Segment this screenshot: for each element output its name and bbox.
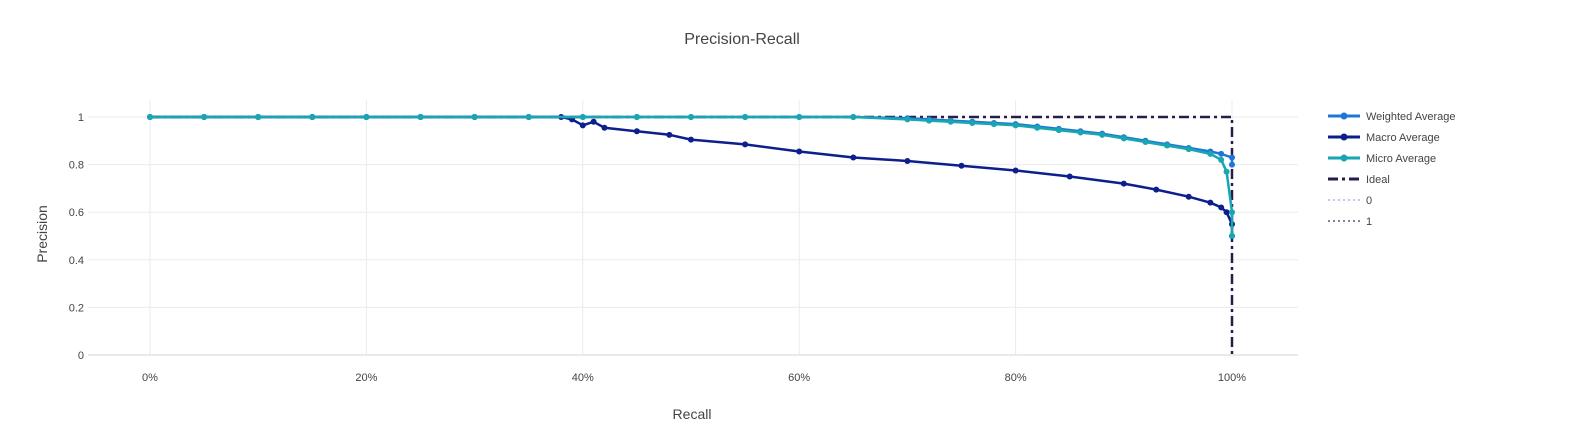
y-tick-label: 1 <box>78 112 84 124</box>
data-point <box>633 128 640 135</box>
data-point <box>742 114 749 120</box>
x-tick-label: 0% <box>142 372 158 384</box>
legend-marker <box>1340 112 1348 120</box>
data-point <box>1185 193 1192 200</box>
data-point <box>742 141 749 148</box>
data-point <box>688 136 694 143</box>
data-point <box>1229 233 1235 239</box>
legend-item[interactable]: 0 <box>1328 195 1372 207</box>
data-point <box>1034 124 1041 131</box>
data-point <box>309 114 316 120</box>
data-point <box>1218 150 1225 157</box>
y-tick-label: 0.6 <box>69 207 84 219</box>
data-point <box>1207 199 1214 206</box>
y-tick-label: 0.8 <box>69 160 84 172</box>
data-point <box>633 114 640 120</box>
data-point <box>1055 127 1062 134</box>
data-point <box>1012 122 1019 129</box>
legend-label: Micro Average <box>1366 153 1436 165</box>
data-point <box>1185 146 1192 153</box>
data-point <box>1120 180 1127 187</box>
data-point <box>147 114 153 120</box>
x-tick-label: 20% <box>355 372 377 384</box>
data-point <box>1229 161 1235 168</box>
legend-item[interactable]: Macro Average <box>1328 132 1440 144</box>
data-point <box>926 117 933 124</box>
series-micro-average <box>147 114 1235 239</box>
legend-item[interactable]: Micro Average <box>1328 153 1436 165</box>
legend-label: Macro Average <box>1366 132 1440 144</box>
data-point <box>525 114 532 120</box>
x-axis-title: Recall <box>673 406 712 422</box>
legend-label: Ideal <box>1366 174 1390 186</box>
y-tick-label: 0.2 <box>69 302 84 314</box>
y-axis-title: Precision <box>34 205 50 263</box>
data-point <box>1218 204 1225 211</box>
data-point <box>688 114 694 120</box>
data-point <box>1012 167 1019 174</box>
data-point <box>579 122 586 129</box>
legend-marker <box>1340 154 1348 162</box>
data-point <box>958 162 965 169</box>
x-tick-label: 40% <box>572 372 594 384</box>
data-point <box>796 148 803 155</box>
data-point <box>850 114 857 120</box>
series-line <box>150 115 1234 355</box>
data-point <box>1066 173 1073 180</box>
data-point <box>990 121 997 128</box>
data-point <box>1164 142 1171 149</box>
data-point <box>1223 168 1230 175</box>
data-point <box>601 124 608 131</box>
data-point <box>471 114 478 120</box>
x-tick-label: 60% <box>788 372 810 384</box>
data-point <box>1229 154 1235 161</box>
data-point <box>796 114 803 120</box>
legend-item[interactable]: Ideal <box>1328 174 1390 186</box>
data-point <box>1120 135 1127 142</box>
data-point <box>1142 138 1149 145</box>
y-tick-label: 0 <box>78 350 84 362</box>
legend-label: Weighted Average <box>1366 111 1456 123</box>
legend: Weighted Average Macro Average Micro Avera… <box>1328 111 1456 228</box>
data-point <box>255 114 262 120</box>
data-point <box>1218 156 1225 163</box>
legend-item[interactable]: 1 <box>1328 216 1372 228</box>
data-point <box>1153 186 1160 193</box>
data-point <box>904 116 911 123</box>
data-point <box>969 119 976 126</box>
axes: 0% 20% 40% 60% 80% 100% 0 0.2 0.4 0.6 0.8 1 <box>69 112 1247 384</box>
x-tick-label: 80% <box>1005 372 1027 384</box>
data-point <box>666 131 673 138</box>
data-point <box>1099 131 1106 138</box>
legend-marker <box>1340 133 1348 141</box>
series-ideal <box>150 115 1234 355</box>
chart-title: Precision-Recall <box>684 31 800 48</box>
data-point <box>579 114 586 120</box>
data-point <box>1207 150 1214 157</box>
data-point <box>1077 129 1084 136</box>
legend-label: 0 <box>1366 195 1372 207</box>
y-tick-label: 0.4 <box>69 255 84 267</box>
x-tick-label: 100% <box>1218 372 1246 384</box>
data-point <box>904 158 911 165</box>
data-point <box>1223 209 1230 216</box>
data-point <box>201 114 208 120</box>
data-point <box>417 114 424 120</box>
legend-item[interactable]: Weighted Average <box>1328 111 1456 123</box>
plot-area <box>147 114 1235 355</box>
data-point <box>363 114 370 120</box>
legend-label: 1 <box>1366 216 1372 228</box>
data-point <box>590 118 597 125</box>
data-point <box>1229 209 1235 216</box>
data-point <box>850 154 857 161</box>
data-point <box>947 118 954 125</box>
